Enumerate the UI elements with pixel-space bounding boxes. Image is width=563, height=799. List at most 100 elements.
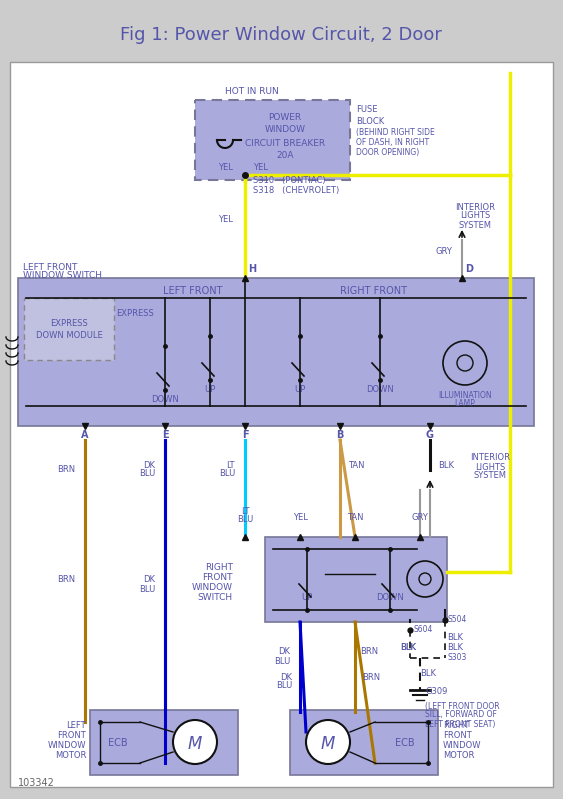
- Text: MOTOR: MOTOR: [55, 750, 86, 760]
- Text: GRY: GRY: [412, 512, 428, 522]
- Text: FRONT: FRONT: [57, 730, 86, 740]
- Text: TAN: TAN: [347, 512, 363, 522]
- Text: RIGHT FRONT: RIGHT FRONT: [339, 286, 406, 296]
- Text: FRONT: FRONT: [203, 573, 233, 582]
- Text: WINDOW: WINDOW: [265, 125, 306, 134]
- Text: (LEFT FRONT DOOR: (LEFT FRONT DOOR: [425, 702, 499, 710]
- Text: CIRCUIT BREAKER: CIRCUIT BREAKER: [245, 138, 325, 148]
- Text: F: F: [242, 430, 248, 440]
- FancyBboxPatch shape: [195, 100, 350, 180]
- Text: BLU: BLU: [274, 657, 290, 666]
- Text: DK: DK: [143, 575, 155, 585]
- Text: DOWN: DOWN: [151, 396, 179, 404]
- FancyBboxPatch shape: [10, 62, 553, 787]
- Text: SWITCH: SWITCH: [198, 593, 233, 602]
- Text: YEL: YEL: [218, 216, 233, 225]
- Text: S303: S303: [448, 654, 467, 662]
- FancyBboxPatch shape: [18, 278, 534, 426]
- Text: BLU: BLU: [237, 515, 253, 524]
- Text: BLU: BLU: [276, 682, 292, 690]
- Text: G: G: [426, 430, 434, 440]
- Text: RIGHT: RIGHT: [205, 562, 233, 571]
- Text: YEL: YEL: [293, 512, 307, 522]
- Text: YEL: YEL: [218, 164, 233, 173]
- Text: BLU: BLU: [138, 470, 155, 479]
- Text: LAMP: LAMP: [454, 399, 475, 407]
- Text: ILLUMINATION: ILLUMINATION: [438, 391, 492, 400]
- Text: BLU: BLU: [138, 585, 155, 594]
- Text: DK: DK: [278, 647, 290, 657]
- Text: LEFT FRONT SEAT): LEFT FRONT SEAT): [425, 720, 495, 729]
- Text: SYSTEM: SYSTEM: [473, 471, 507, 480]
- FancyBboxPatch shape: [290, 710, 438, 775]
- Text: S504: S504: [448, 615, 467, 625]
- Text: DOOR OPENING): DOOR OPENING): [356, 149, 419, 157]
- Text: UP: UP: [294, 385, 306, 395]
- Text: WINDOW SWITCH: WINDOW SWITCH: [23, 271, 102, 280]
- Circle shape: [407, 561, 443, 597]
- Text: DK: DK: [280, 673, 292, 682]
- Text: E: E: [162, 430, 168, 440]
- Text: A: A: [81, 430, 89, 440]
- FancyBboxPatch shape: [90, 710, 238, 775]
- Text: FUSE: FUSE: [356, 105, 378, 114]
- Circle shape: [443, 341, 487, 385]
- Text: INTERIOR: INTERIOR: [470, 454, 510, 463]
- Text: LEFT: LEFT: [66, 721, 86, 729]
- Text: ECB: ECB: [395, 738, 415, 748]
- Circle shape: [173, 720, 217, 764]
- Text: LIGHTS: LIGHTS: [475, 463, 505, 471]
- Text: S318   (CHEVROLET): S318 (CHEVROLET): [253, 185, 339, 194]
- Text: M: M: [321, 735, 335, 753]
- Text: SILL, FORWARD OF: SILL, FORWARD OF: [425, 710, 497, 720]
- Text: EXPRESS: EXPRESS: [50, 319, 88, 328]
- Text: BLK: BLK: [400, 643, 416, 653]
- Text: WINDOW: WINDOW: [47, 741, 86, 749]
- Text: UP: UP: [204, 385, 216, 395]
- Text: LT: LT: [226, 460, 235, 470]
- Text: EXPRESS: EXPRESS: [116, 308, 154, 317]
- Text: BRN: BRN: [57, 466, 75, 475]
- Text: YEL: YEL: [253, 164, 268, 173]
- Text: BRN: BRN: [362, 673, 380, 682]
- Text: LIGHTS: LIGHTS: [460, 212, 490, 221]
- Text: Fig 1: Power Window Circuit, 2 Door: Fig 1: Power Window Circuit, 2 Door: [120, 26, 442, 44]
- Text: S604: S604: [413, 626, 432, 634]
- Text: 103342: 103342: [18, 778, 55, 788]
- Text: (BEHIND RIGHT SIDE: (BEHIND RIGHT SIDE: [356, 129, 435, 137]
- Text: DOWN: DOWN: [366, 385, 394, 395]
- Text: BLU: BLU: [219, 470, 235, 479]
- Text: TAN: TAN: [348, 460, 364, 470]
- Circle shape: [306, 720, 350, 764]
- Text: BLOCK: BLOCK: [356, 117, 385, 125]
- Text: LEFT FRONT: LEFT FRONT: [23, 263, 77, 272]
- Text: SYSTEM: SYSTEM: [458, 221, 491, 229]
- Text: UP: UP: [301, 593, 312, 602]
- Text: MOTOR: MOTOR: [443, 750, 475, 760]
- Text: BLK: BLK: [400, 642, 416, 651]
- Text: RIGHT: RIGHT: [443, 721, 469, 729]
- Text: BLK: BLK: [447, 634, 463, 642]
- Text: HOT IN RUN: HOT IN RUN: [225, 88, 279, 97]
- Text: D: D: [465, 264, 473, 274]
- Text: M: M: [188, 735, 202, 753]
- Text: BLK: BLK: [447, 642, 463, 651]
- FancyBboxPatch shape: [265, 537, 447, 622]
- Text: WINDOW: WINDOW: [443, 741, 481, 749]
- Text: BRN: BRN: [360, 647, 378, 657]
- Text: WINDOW: WINDOW: [192, 582, 233, 591]
- Text: POWER: POWER: [269, 113, 302, 122]
- Text: OF DASH, IN RIGHT: OF DASH, IN RIGHT: [356, 138, 429, 148]
- Text: INTERIOR: INTERIOR: [455, 202, 495, 212]
- Text: H: H: [248, 264, 256, 274]
- Text: B: B: [336, 430, 343, 440]
- Text: 20A: 20A: [276, 152, 294, 161]
- Text: LT: LT: [241, 507, 249, 515]
- Text: LEFT FRONT: LEFT FRONT: [163, 286, 223, 296]
- Text: G309: G309: [425, 687, 448, 697]
- Text: ECB: ECB: [108, 738, 128, 748]
- Text: FRONT: FRONT: [443, 730, 472, 740]
- Text: BLK: BLK: [438, 460, 454, 470]
- Text: DOWN MODULE: DOWN MODULE: [35, 331, 102, 340]
- Text: DOWN: DOWN: [376, 593, 404, 602]
